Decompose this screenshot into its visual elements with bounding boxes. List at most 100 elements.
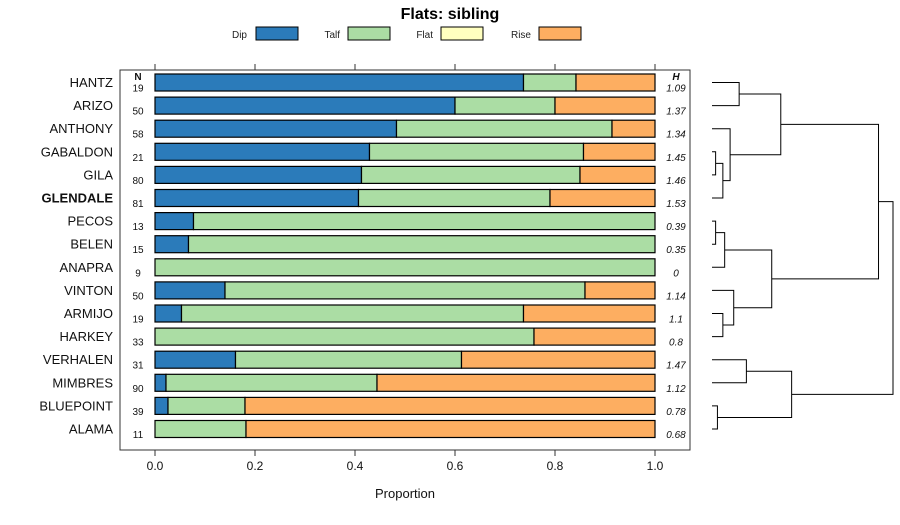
bar-row: MIMBRES 90 1.12 — [52, 373, 686, 395]
bar-segment-dip — [154, 304, 183, 323]
bar-segment-talf — [187, 235, 656, 254]
h-value: 1.34 — [666, 130, 686, 141]
dendrogram-branch — [712, 151, 717, 176]
x-axis-label: Proportion — [375, 486, 435, 501]
n-value: 19 — [132, 315, 144, 326]
n-value: 31 — [132, 361, 144, 372]
bar-row: GABALDON 21 1.45 — [41, 142, 686, 164]
h-value: 1.47 — [666, 361, 686, 372]
bar-row: BELEN 15 0.35 — [70, 235, 686, 256]
site-label: ANAPRA — [60, 260, 114, 275]
bar-segment-rise — [522, 304, 656, 323]
bar-segment-dip — [154, 350, 237, 369]
h-value: 1.14 — [666, 291, 686, 302]
bar-segment-dip — [154, 142, 371, 161]
bar-row: ANTHONY 58 1.34 — [49, 119, 686, 141]
x-tick-label: 0.2 — [247, 459, 264, 473]
bar-segment-dip — [154, 373, 167, 392]
dendrogram-branch — [712, 313, 724, 338]
bar-segment-talf — [224, 281, 586, 300]
legend-label-talf: Talf — [324, 30, 340, 41]
bar-segment-rise — [244, 396, 656, 415]
site-label: BELEN — [70, 237, 113, 252]
dendrogram-branch — [712, 232, 726, 268]
n-value: 9 — [135, 268, 141, 279]
x-tick-label: 0.0 — [147, 459, 164, 473]
dendrogram — [712, 82, 894, 430]
bar-segment-talf — [165, 373, 378, 392]
x-axis: 0.0 0.2 0.4 0.6 0.8 1.0 — [147, 64, 664, 473]
n-value: 58 — [132, 130, 144, 141]
h-value: 1.46 — [666, 176, 686, 187]
site-label: ALAMA — [69, 422, 113, 437]
bar-segment-rise — [376, 373, 656, 392]
bar-segment-rise — [533, 327, 656, 346]
bar-segment-rise — [460, 350, 656, 369]
dendrogram-branch — [712, 82, 740, 107]
bar-segment-dip — [154, 212, 195, 231]
dendrogram-branch — [712, 359, 747, 384]
bar-segment-talf — [154, 327, 535, 346]
bar-segment-talf — [357, 188, 551, 208]
n-value: 90 — [132, 384, 144, 395]
bar-segment-rise — [579, 165, 656, 184]
h-value: 1.12 — [666, 384, 686, 395]
h-value: 0.35 — [666, 245, 686, 256]
bar-segment-dip — [154, 73, 525, 92]
bar-segment-dip — [154, 119, 398, 138]
bar-segment-talf — [360, 165, 581, 184]
legend-label-rise: Rise — [511, 30, 531, 41]
legend-label-flat: Flat — [416, 30, 433, 41]
site-label: MIMBRES — [52, 375, 113, 390]
bar-segment-rise — [554, 96, 656, 115]
x-tick-label: 0.8 — [547, 459, 564, 473]
chart-title: Flats: sibling — [401, 6, 500, 23]
dendrogram-branch — [712, 405, 718, 430]
h-column-header: H — [672, 72, 680, 83]
site-label: VERHALEN — [43, 352, 113, 367]
bar-segment-rise — [245, 419, 656, 439]
n-column-header: N — [134, 72, 141, 83]
legend-swatch-rise — [538, 26, 582, 41]
bar-segment-talf — [154, 419, 247, 439]
site-label: GABALDON — [41, 144, 113, 159]
bar-segment-rise — [584, 281, 656, 300]
bar-segment-talf — [167, 396, 246, 415]
bar-segment-dip — [154, 165, 363, 184]
bar-segment-talf — [395, 119, 613, 138]
bar-segment-talf — [454, 96, 556, 115]
n-value: 33 — [132, 338, 144, 349]
bar-row: GILA 80 1.46 — [83, 165, 686, 187]
h-value: 1.09 — [666, 84, 686, 95]
bar-row: HANTZ 19 1.09 — [70, 73, 686, 95]
legend-label-dip: Dip — [232, 30, 247, 41]
bar-segment-rise — [582, 142, 656, 161]
h-value: 0.68 — [666, 430, 686, 441]
legend-swatch-dip — [255, 26, 299, 41]
site-label: ARIZO — [73, 98, 113, 113]
x-tick-label: 1.0 — [647, 459, 664, 473]
dendrogram-branch — [791, 201, 894, 395]
bar-row: ALAMA 11 0.68 — [69, 419, 686, 441]
bar-row: GLENDALE 81 1.53 — [42, 188, 686, 210]
bar-segment-talf — [180, 304, 525, 323]
legend-swatch-talf — [347, 26, 391, 41]
plot-frame — [119, 69, 691, 451]
bar-segment-dip — [154, 188, 360, 208]
site-label: ARMIJO — [64, 306, 113, 321]
bar-row: BLUEPOINT 39 0.78 — [39, 396, 686, 418]
n-value: 21 — [132, 153, 144, 164]
bar-segment-talf — [192, 212, 656, 231]
x-tick-label: 0.6 — [447, 459, 464, 473]
n-value: 15 — [132, 245, 144, 256]
bar-segment-dip — [154, 235, 190, 254]
h-value: 1.1 — [669, 315, 683, 326]
h-value: 0.39 — [666, 222, 686, 233]
site-label: ANTHONY — [49, 121, 113, 136]
bar-segment-talf — [234, 350, 463, 369]
site-label: VINTON — [64, 283, 113, 298]
bar-segment-dip — [154, 396, 169, 415]
